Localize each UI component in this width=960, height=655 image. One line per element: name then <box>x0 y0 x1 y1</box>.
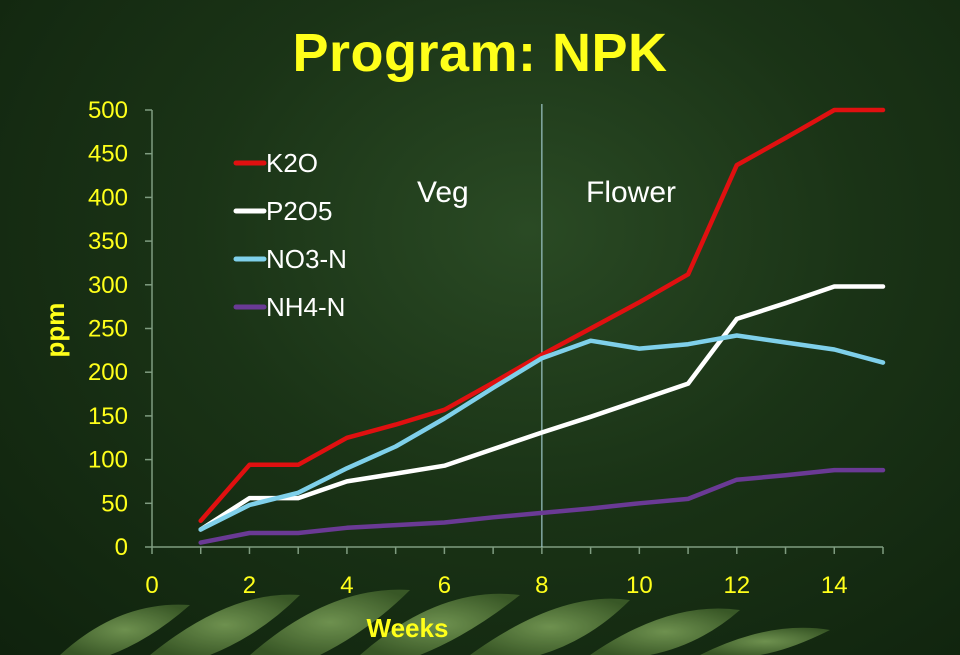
series-line-k2o <box>198 107 886 524</box>
legend-label: NH4-N <box>266 292 345 322</box>
y-tick-label: 200 <box>88 359 128 386</box>
y-tick-label: 50 <box>101 490 128 517</box>
x-tick-label: 0 <box>145 572 158 599</box>
x-tick-label: 14 <box>821 572 848 599</box>
x-tick-label: 12 <box>723 572 750 599</box>
series-line-p2o5 <box>198 284 886 532</box>
x-tick-label: 6 <box>438 572 451 599</box>
y-axis-title: ppm <box>40 303 70 358</box>
x-tick-label: 8 <box>535 572 548 599</box>
y-tick-label: 100 <box>88 447 128 474</box>
y-tick-label: 500 <box>88 97 128 124</box>
legend-label: P2O5 <box>266 196 333 226</box>
page-title: Program: NPK <box>292 23 668 83</box>
x-tick-label: 4 <box>340 572 353 599</box>
y-tick-label: 150 <box>88 403 128 430</box>
veg-label: Veg <box>417 176 469 209</box>
x-tick-label: 2 <box>243 572 256 599</box>
series-line-no3-n <box>198 333 886 532</box>
legend-label: NO3-N <box>266 244 347 274</box>
y-tick-label: 400 <box>88 184 128 211</box>
x-tick-label: 10 <box>626 572 653 599</box>
y-tick-label: 250 <box>88 316 128 343</box>
legend-label: K2O <box>266 148 318 178</box>
y-tick-label: 450 <box>88 141 128 168</box>
flower-label: Flower <box>586 176 676 209</box>
y-tick-label: 0 <box>115 534 128 561</box>
x-axis-title: Weeks <box>367 613 449 643</box>
y-tick-label: 300 <box>88 272 128 299</box>
series-line-nh4-n <box>198 467 886 545</box>
y-tick-label: 350 <box>88 228 128 255</box>
